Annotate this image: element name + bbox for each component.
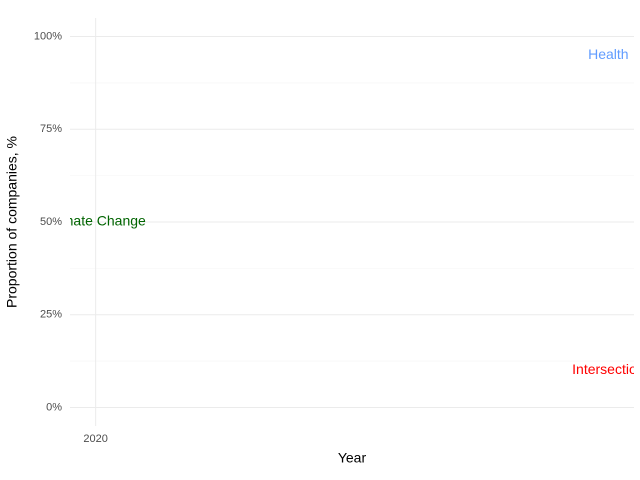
x-tick-label: 2020 (83, 433, 107, 445)
y-tick-label: 0% (46, 401, 62, 413)
y-tick-label: 75% (40, 123, 62, 135)
y-axis-title: Proportion of companies, % (4, 136, 20, 308)
grid (70, 18, 634, 426)
annotation: Climate Change (45, 213, 146, 229)
y-tick-label: 50% (40, 216, 62, 228)
annotation: Intersection (572, 361, 640, 377)
y-tick-label: 100% (34, 30, 62, 42)
y-tick-label: 25% (40, 309, 62, 321)
x-axis-title: Year (338, 450, 367, 466)
annotation: Health (588, 46, 628, 62)
annotations: Health Climate Change Intersection (45, 46, 640, 377)
